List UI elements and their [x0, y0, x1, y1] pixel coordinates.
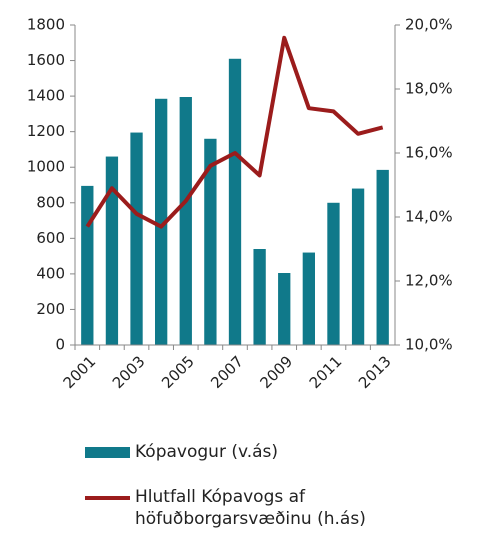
y-tick-label: 1400 — [27, 87, 65, 105]
y-tick-label: 0 — [55, 336, 65, 354]
legend-label: Hlutfall Kópavogs af höfuðborgarsvæðinu … — [135, 487, 366, 529]
bar — [179, 97, 192, 345]
y-tick-label: 800 — [36, 193, 65, 211]
legend-swatch — [85, 496, 130, 500]
y2-tick-label: 14,0% — [405, 208, 453, 226]
y-tick-label: 1000 — [27, 158, 65, 176]
bar — [105, 156, 119, 345]
y2-tick-label: 18,0% — [405, 80, 453, 98]
x-tick-label: 2005 — [158, 352, 198, 392]
legend-label: Kópavogur (v.ás) — [135, 442, 279, 462]
y-tick-label: 1200 — [27, 122, 65, 140]
y2-tick-label: 20,0% — [405, 16, 453, 34]
bar — [130, 132, 143, 345]
legend-item: Hlutfall Kópavogs af höfuðborgarsvæðinu … — [85, 486, 415, 530]
y-tick-label: 1800 — [27, 16, 65, 34]
bar — [302, 252, 315, 345]
bar — [351, 188, 365, 345]
bar — [278, 273, 291, 345]
y2-tick-label: 16,0% — [405, 144, 453, 162]
x-tick-label: 2003 — [109, 352, 149, 392]
bar — [376, 169, 389, 345]
y-tick-label: 200 — [36, 300, 65, 318]
y2-tick-label: 10,0% — [405, 336, 453, 354]
x-tick-label: 2013 — [355, 352, 395, 392]
y-tick-label: 400 — [36, 264, 65, 282]
line — [85, 35, 384, 229]
legend-item: Kópavogur (v.ás) — [85, 441, 415, 463]
bar — [327, 202, 340, 345]
chart: 0 200 400 600 800 1000 1200 1400 1600 1800 10,0% 12… — [27, 16, 453, 393]
y2-tick-label: 12,0% — [405, 272, 453, 290]
legend-swatch — [85, 447, 130, 458]
bar — [81, 185, 94, 345]
bar — [228, 58, 242, 346]
bar — [155, 98, 168, 346]
x-tick-label: 2009 — [257, 352, 297, 392]
bar — [253, 249, 266, 345]
x-tick-label: 2007 — [207, 352, 247, 392]
bar — [204, 138, 217, 345]
y-tick-label: 600 — [36, 229, 65, 247]
x-tick-label: 2001 — [60, 352, 100, 392]
y-tick-label: 1600 — [27, 51, 65, 69]
x-tick-label: 2011 — [306, 352, 346, 392]
